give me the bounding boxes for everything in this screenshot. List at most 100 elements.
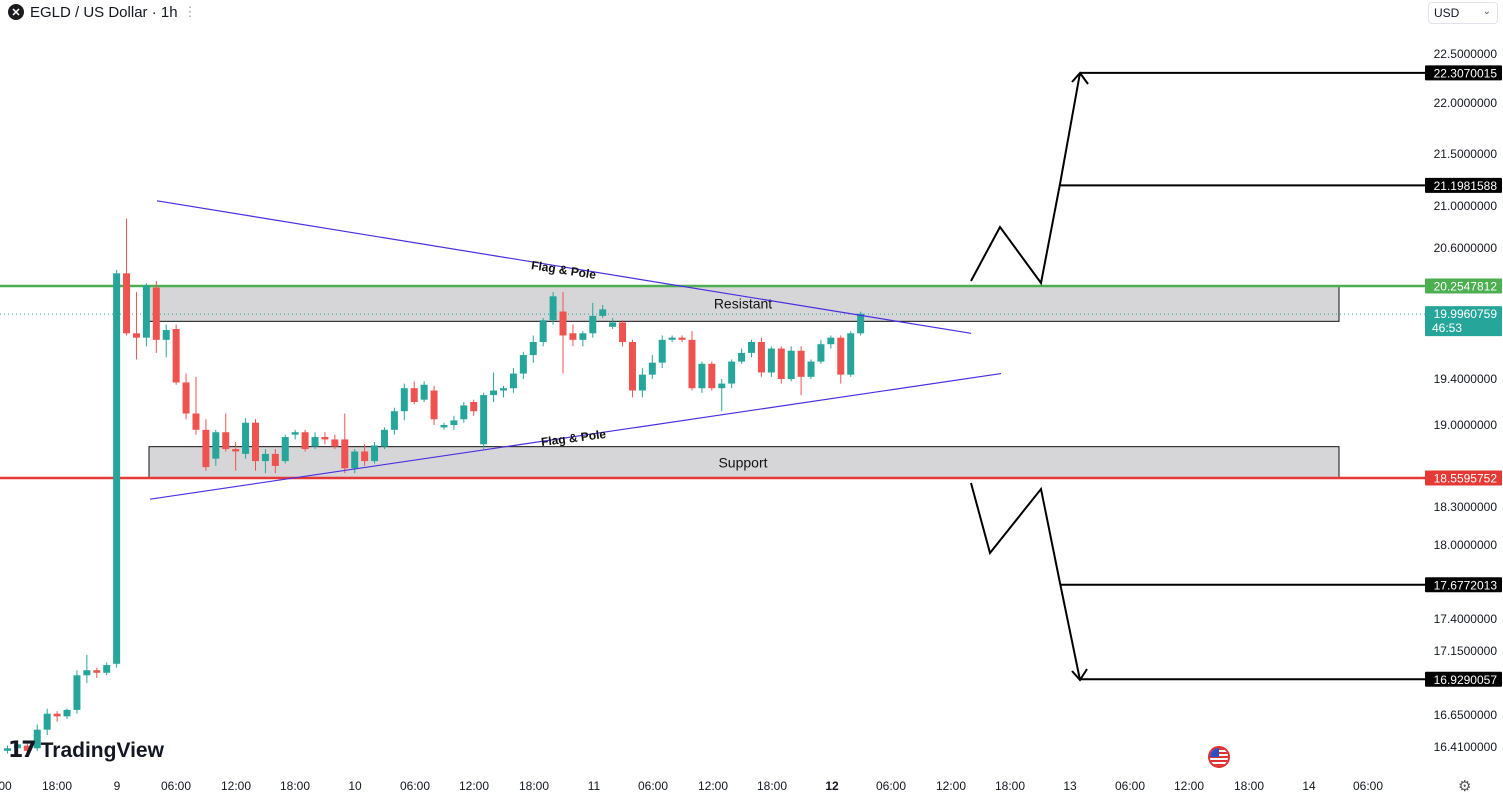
lower-trendline-label: Flag & Pole (540, 427, 607, 449)
candle-body (698, 363, 706, 389)
candle-body (182, 382, 190, 414)
price-tag (1425, 470, 1502, 486)
time-axis-label: 9 (114, 779, 121, 793)
candle-body (767, 348, 775, 373)
candle-body (311, 437, 319, 447)
candle-body (321, 437, 329, 440)
resistance-zone (148, 285, 1340, 322)
price-tag-value: 18.5595752 (1434, 472, 1498, 486)
price-tag-value: 21.1981588 (1434, 179, 1498, 193)
candle-body (559, 311, 567, 336)
candle-body (688, 339, 696, 389)
candle-body (4, 748, 11, 751)
price-axis-label: 18.3000000 (1434, 500, 1498, 514)
candle-body (579, 333, 587, 340)
candle-body (529, 342, 537, 356)
candle-body (609, 322, 617, 327)
candle-body (162, 330, 170, 340)
time-axis-label: 18:00 (995, 779, 1025, 793)
candle-body (301, 432, 309, 450)
price-tag (1425, 65, 1502, 81)
time-axis-label: 12:00 (221, 779, 251, 793)
price-axis-label: 22.0000000 (1434, 96, 1498, 110)
price-axis-label: 20.6000000 (1434, 241, 1498, 255)
candle-body (291, 432, 299, 435)
time-axis-label: 06:00 (1115, 779, 1145, 793)
candle-body (351, 451, 359, 469)
time-axis-label: 12:00 (936, 779, 966, 793)
candle-body (410, 388, 418, 402)
time-axis-label: 18:00 (1234, 779, 1264, 793)
price-tag-value: 19.9960759 (1434, 307, 1498, 321)
candle-body (331, 439, 339, 447)
candle-body (103, 665, 111, 673)
us-flag-icon[interactable] (1208, 746, 1230, 768)
candle-body (678, 337, 686, 340)
price-axis-label: 17.1500000 (1434, 644, 1498, 658)
price-tag-value: 16.9290057 (1434, 673, 1498, 687)
candle-body (83, 670, 91, 676)
candle-body (142, 285, 150, 338)
chart-title: EGLD / US Dollar · 1h (30, 3, 178, 21)
candle-body (619, 322, 627, 343)
candle-body (13, 744, 21, 749)
candle-body (857, 313, 865, 334)
price-axis-label: 21.5000000 (1434, 147, 1498, 161)
time-axis-label: 12 (825, 779, 839, 793)
candle-body (748, 342, 755, 353)
resistance-zone-label: Resistant (714, 296, 772, 312)
candle-body (192, 413, 200, 430)
candle-body (837, 337, 845, 375)
candle-body (847, 333, 855, 375)
candle-body (728, 361, 736, 384)
candle-body (589, 315, 597, 334)
price-axis-label: 16.6500000 (1434, 708, 1498, 722)
candle-body (470, 402, 478, 412)
header-menu-icon[interactable]: ⋮ (183, 4, 197, 19)
gear-icon[interactable]: ⚙ (1458, 778, 1472, 795)
candle-body (371, 445, 379, 462)
candle-body (242, 422, 250, 454)
candle-body (787, 350, 795, 379)
price-tag (1425, 577, 1502, 593)
candle-body (817, 344, 825, 362)
tradingview-brand[interactable]: 17 TradingView (8, 738, 164, 763)
candle-body (152, 287, 160, 340)
time-axis-label: 06:00 (638, 779, 668, 793)
price-tag-countdown: 46:53 (1432, 321, 1462, 335)
time-axis-label: 18:00 (757, 779, 787, 793)
candle-body (797, 350, 805, 377)
price-tag (1425, 278, 1502, 294)
candle-body (232, 449, 240, 452)
price-axis-label: 21.0000000 (1434, 199, 1498, 213)
price-axis-label: 16.4100000 (1434, 740, 1498, 754)
price-axis-label: 17.4000000 (1434, 612, 1498, 626)
candle-body (361, 451, 369, 462)
time-axis-label: 14 (1302, 779, 1316, 793)
price-tag-value: 20.2547812 (1434, 280, 1498, 294)
candle-body (757, 342, 765, 373)
candle-body (539, 320, 547, 343)
candle-body (599, 309, 607, 316)
chevron-down-icon: ⌄ (1482, 6, 1491, 17)
candle-body (420, 384, 428, 400)
currency-select[interactable]: USD ⌄ (1428, 2, 1498, 24)
candle-body (718, 383, 726, 389)
time-axis-label: 06:00 (161, 779, 191, 793)
time-axis-label: 06:00 (876, 779, 906, 793)
candle-body (63, 709, 71, 717)
candle-body (480, 395, 488, 445)
candle-body (777, 348, 785, 379)
candle-body (73, 675, 81, 710)
candle-body (341, 439, 349, 469)
candle-body (638, 374, 646, 391)
candle-body (123, 273, 131, 334)
price-axis-label: 18.0000000 (1434, 538, 1498, 552)
candle-body (33, 729, 41, 749)
candle-body (222, 432, 230, 450)
time-axis-label: 13 (1063, 779, 1077, 793)
price-tag (1425, 306, 1502, 337)
candle-body (490, 390, 498, 396)
price-axis-label: 19.4000000 (1434, 372, 1498, 386)
